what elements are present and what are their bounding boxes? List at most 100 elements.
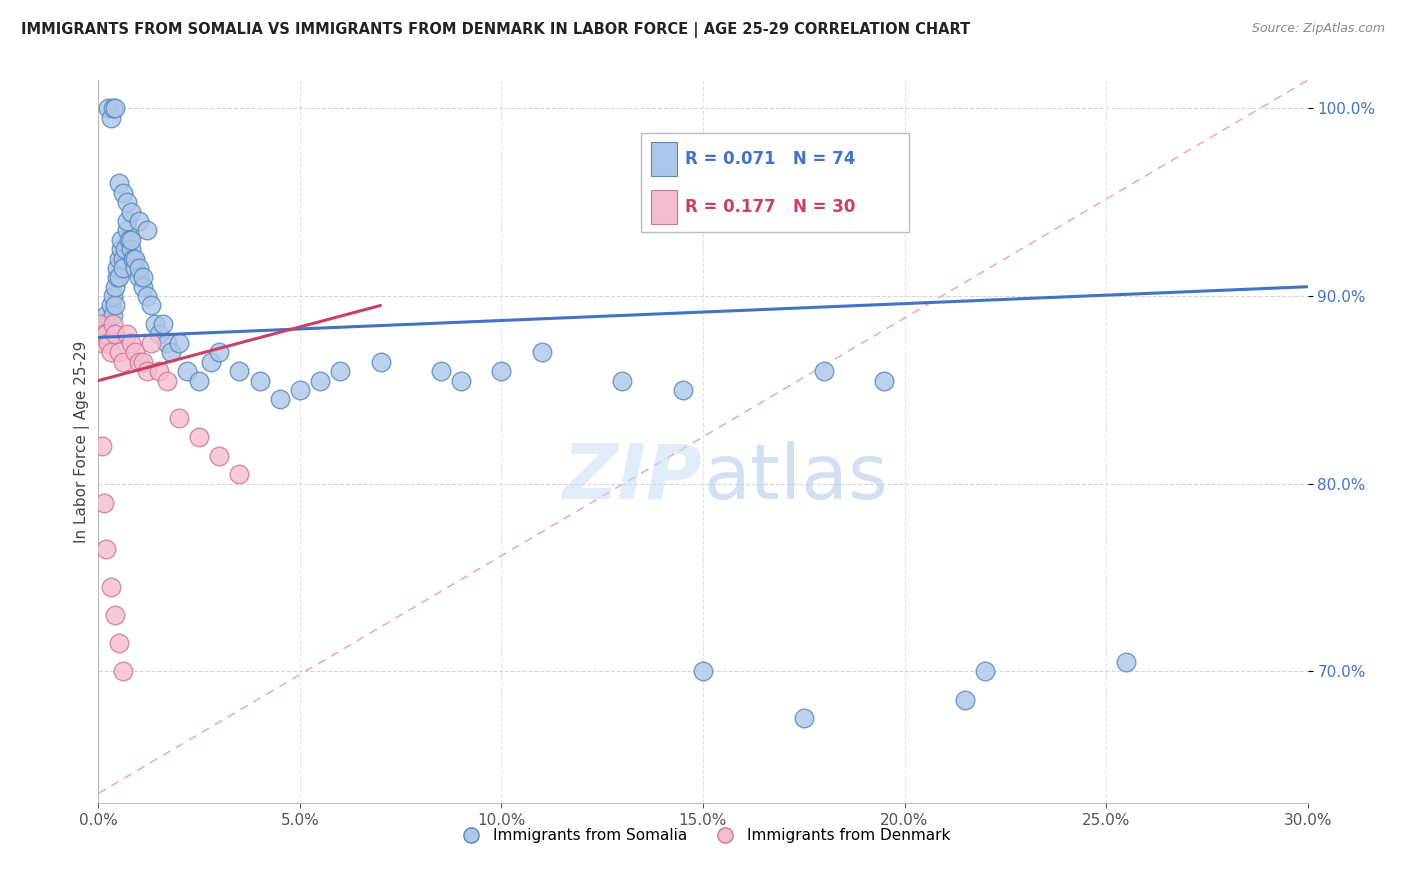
Immigrants from Somalia <box>152 318 174 332</box>
Immigrants from Somalia <box>135 223 157 237</box>
Immigrants from Somalia <box>115 195 138 210</box>
Immigrants from Somalia <box>249 374 271 388</box>
Immigrants from Somalia <box>97 326 120 341</box>
Immigrants from Somalia <box>612 374 634 388</box>
Immigrants from Somalia <box>128 270 150 285</box>
Immigrants from Denmark <box>100 580 122 594</box>
Immigrants from Denmark <box>111 355 134 369</box>
Immigrants from Somalia <box>93 326 115 341</box>
Immigrants from Denmark <box>93 495 115 509</box>
Immigrants from Somalia <box>160 345 183 359</box>
Immigrants from Somalia <box>121 252 143 266</box>
Immigrants from Somalia <box>101 289 124 303</box>
Immigrants from Somalia <box>692 665 714 679</box>
Immigrants from Denmark <box>101 318 124 332</box>
Immigrants from Somalia <box>103 102 125 116</box>
Text: ZIP: ZIP <box>564 441 703 515</box>
Immigrants from Denmark <box>132 355 155 369</box>
Immigrants from Somalia <box>124 260 146 275</box>
Y-axis label: In Labor Force | Age 25-29: In Labor Force | Age 25-29 <box>75 341 90 542</box>
Immigrants from Somalia <box>143 318 166 332</box>
Immigrants from Somalia <box>120 242 142 256</box>
Immigrants from Somalia <box>953 692 976 706</box>
Legend: Immigrants from Somalia, Immigrants from Denmark: Immigrants from Somalia, Immigrants from… <box>450 822 956 849</box>
Text: IMMIGRANTS FROM SOMALIA VS IMMIGRANTS FROM DENMARK IN LABOR FORCE | AGE 25-29 CO: IMMIGRANTS FROM SOMALIA VS IMMIGRANTS FR… <box>21 22 970 38</box>
Immigrants from Somalia <box>118 233 141 247</box>
Immigrants from Denmark <box>156 374 179 388</box>
Immigrants from Denmark <box>89 318 111 332</box>
Immigrants from Somalia <box>813 364 835 378</box>
Immigrants from Somalia <box>135 289 157 303</box>
Immigrants from Somalia <box>156 336 179 351</box>
Immigrants from Somalia <box>96 318 118 332</box>
Text: Source: ZipAtlas.com: Source: ZipAtlas.com <box>1251 22 1385 36</box>
Immigrants from Somalia <box>269 392 291 407</box>
Immigrants from Somalia <box>103 298 125 312</box>
Immigrants from Somalia <box>110 242 132 256</box>
Immigrants from Somalia <box>105 260 128 275</box>
Immigrants from Somalia <box>91 318 114 332</box>
Immigrants from Somalia <box>228 364 250 378</box>
Immigrants from Somalia <box>974 665 997 679</box>
Immigrants from Somalia <box>672 383 695 397</box>
Immigrants from Denmark <box>96 326 118 341</box>
Immigrants from Somalia <box>132 279 155 293</box>
Immigrants from Denmark <box>103 326 125 341</box>
Immigrants from Denmark <box>167 411 190 425</box>
Immigrants from Denmark <box>139 336 162 351</box>
Immigrants from Denmark <box>128 355 150 369</box>
Immigrants from Somalia <box>101 308 124 322</box>
Immigrants from Somalia <box>115 223 138 237</box>
Immigrants from Denmark <box>148 364 170 378</box>
Immigrants from Somalia <box>530 345 553 359</box>
Immigrants from Somalia <box>103 279 125 293</box>
Immigrants from Denmark <box>120 336 142 351</box>
Text: R = 0.071   N = 74: R = 0.071 N = 74 <box>685 150 855 168</box>
Immigrants from Somalia <box>329 364 352 378</box>
Immigrants from Denmark <box>107 345 129 359</box>
Immigrants from Somalia <box>370 355 392 369</box>
Immigrants from Somalia <box>450 374 472 388</box>
Immigrants from Somalia <box>167 336 190 351</box>
Immigrants from Somalia <box>176 364 198 378</box>
Immigrants from Somalia <box>107 270 129 285</box>
Immigrants from Denmark <box>96 542 118 557</box>
Immigrants from Denmark <box>135 364 157 378</box>
Immigrants from Somalia <box>491 364 513 378</box>
Immigrants from Somalia <box>97 102 120 116</box>
Immigrants from Denmark <box>124 345 146 359</box>
Immigrants from Denmark <box>100 345 122 359</box>
Immigrants from Somalia <box>208 345 231 359</box>
Immigrants from Denmark <box>111 665 134 679</box>
Immigrants from Somalia <box>107 177 129 191</box>
Immigrants from Somalia <box>105 270 128 285</box>
Immigrants from Somalia <box>115 214 138 228</box>
Immigrants from Somalia <box>309 374 332 388</box>
Immigrants from Somalia <box>128 214 150 228</box>
Immigrants from Denmark <box>91 439 114 453</box>
Immigrants from Somalia <box>100 298 122 312</box>
Immigrants from Somalia <box>100 326 122 341</box>
Immigrants from Somalia <box>148 326 170 341</box>
Immigrants from Somalia <box>107 252 129 266</box>
Immigrants from Denmark <box>97 336 120 351</box>
Immigrants from Somalia <box>1115 655 1137 669</box>
Immigrants from Somalia <box>793 711 815 725</box>
Immigrants from Denmark <box>103 608 125 623</box>
Immigrants from Somalia <box>111 186 134 200</box>
Immigrants from Denmark <box>93 326 115 341</box>
Immigrants from Somalia <box>96 308 118 322</box>
Immigrants from Somalia <box>110 233 132 247</box>
Immigrants from Denmark <box>115 326 138 341</box>
Immigrants from Denmark <box>208 449 231 463</box>
Immigrants from Somalia <box>200 355 222 369</box>
Immigrants from Somalia <box>100 111 122 125</box>
Immigrants from Somalia <box>111 252 134 266</box>
Immigrants from Somalia <box>139 298 162 312</box>
Immigrants from Somalia <box>128 260 150 275</box>
Immigrants from Denmark <box>188 430 211 444</box>
Immigrants from Somalia <box>120 204 142 219</box>
Text: atlas: atlas <box>703 441 887 515</box>
Immigrants from Somalia <box>430 364 453 378</box>
Immigrants from Somalia <box>101 102 124 116</box>
